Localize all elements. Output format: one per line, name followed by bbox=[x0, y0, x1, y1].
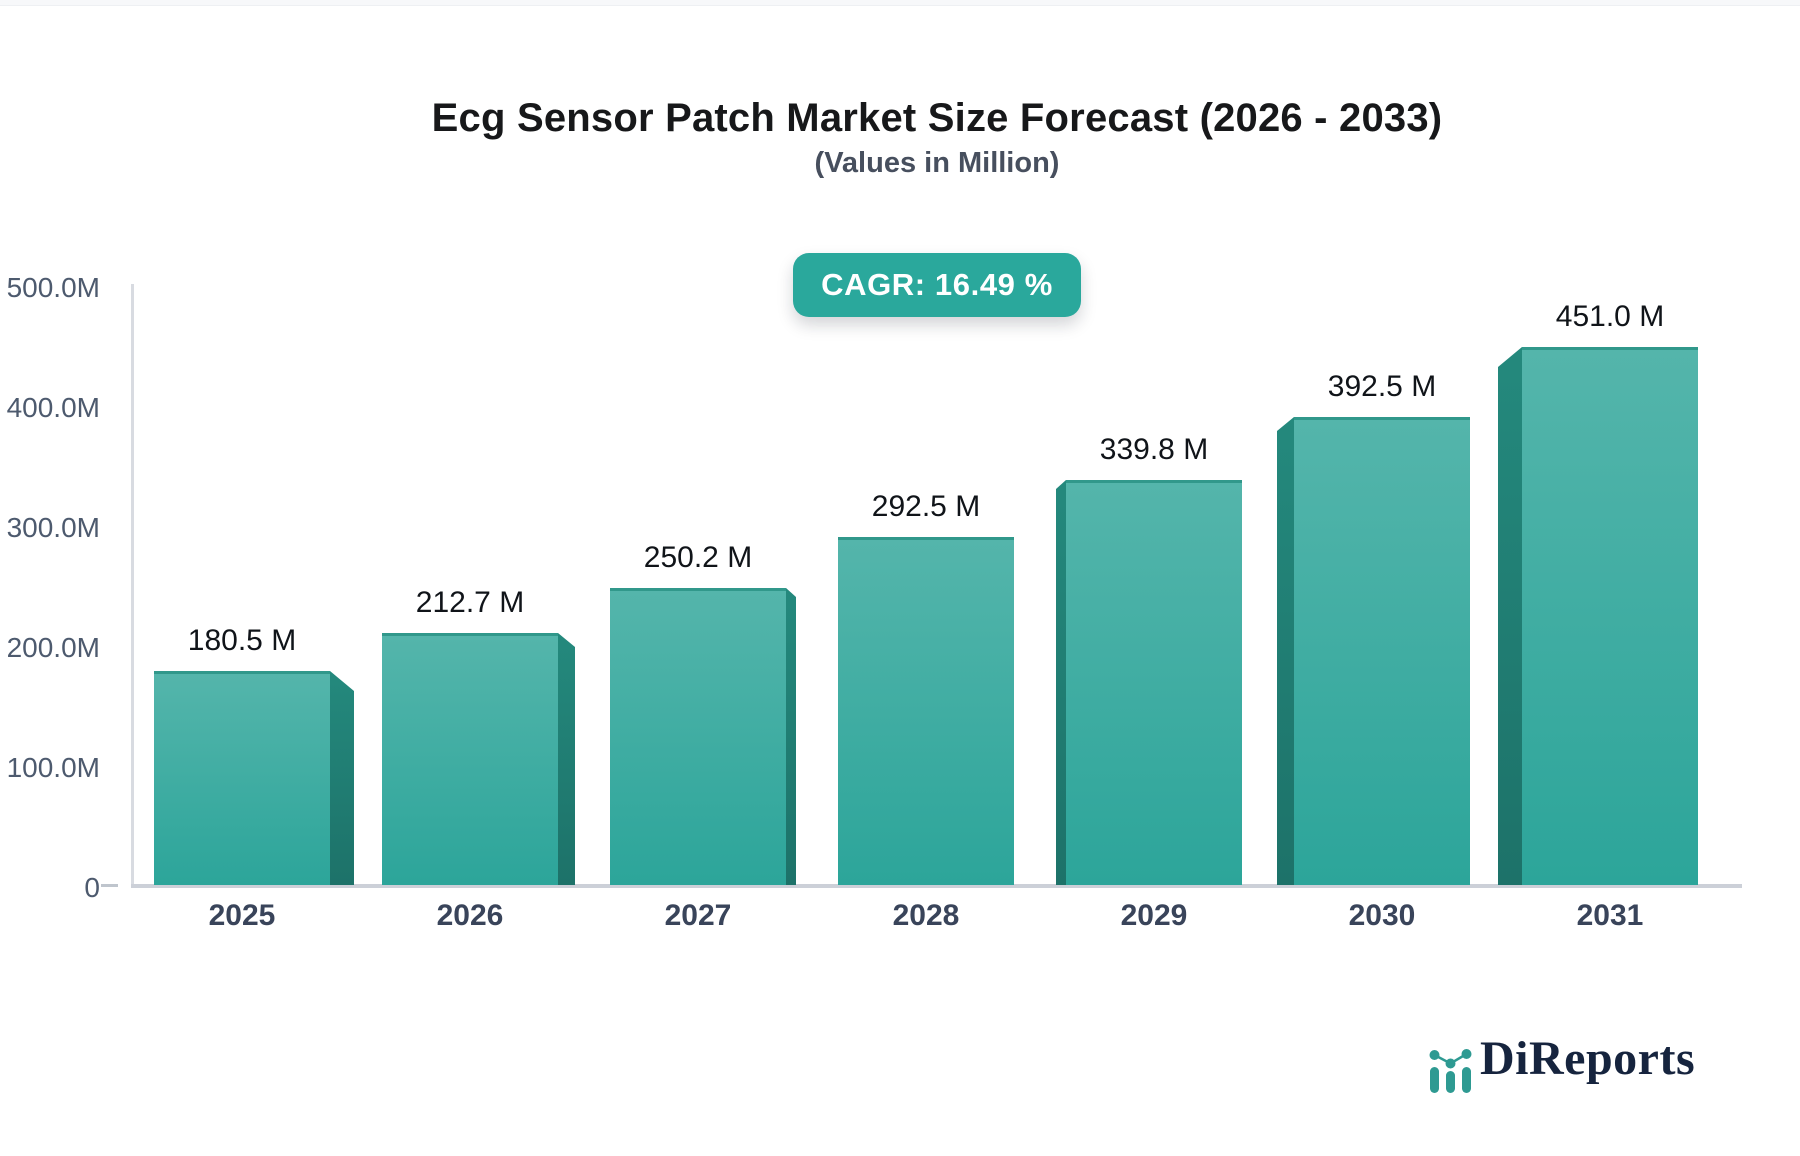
bar bbox=[1066, 480, 1242, 885]
bar-side-face bbox=[330, 671, 354, 885]
y-axis-tick-label: 200.0M bbox=[6, 632, 100, 663]
y-axis-tick-label: 100.0M bbox=[6, 752, 100, 783]
brand-logo: DiReports bbox=[1428, 1032, 1695, 1096]
bar-value-label: 180.5 M bbox=[187, 624, 297, 657]
x-axis-label: 2026 bbox=[436, 899, 504, 932]
brand-name: DiReports bbox=[1480, 1032, 1696, 1085]
x-axis-baseline bbox=[131, 884, 1742, 888]
bar-value-label: 212.7 M bbox=[415, 586, 525, 619]
bar-value-label: 292.5 M bbox=[871, 490, 981, 523]
bar bbox=[838, 537, 1014, 885]
x-axis-label: 2027 bbox=[664, 899, 732, 932]
chart-title: Ecg Sensor Patch Market Size Forecast (2… bbox=[431, 96, 1443, 140]
bar-value-label: 392.5 M bbox=[1327, 370, 1437, 403]
bar bbox=[154, 671, 330, 885]
y-axis-line bbox=[131, 284, 134, 885]
chart-subtitle: (Values in Million) bbox=[814, 147, 1060, 179]
x-axis-label: 2030 bbox=[1348, 899, 1416, 932]
bar-side-face bbox=[558, 633, 575, 885]
page-top-strip bbox=[0, 0, 1800, 6]
bar bbox=[1522, 347, 1698, 885]
bar bbox=[1294, 417, 1470, 885]
bar-side-face bbox=[1498, 347, 1522, 885]
y-axis-tick-label: 500.0M bbox=[6, 272, 100, 303]
x-axis-label: 2028 bbox=[892, 899, 960, 932]
y-axis-tick-label: 0 bbox=[84, 872, 100, 903]
x-axis-label: 2029 bbox=[1120, 899, 1188, 932]
bar-side-face bbox=[1277, 417, 1294, 885]
cagr-badge-row: CAGR: 16.49 % bbox=[74, 253, 1800, 317]
bar bbox=[610, 588, 786, 885]
y-axis-tick-label: 300.0M bbox=[6, 512, 100, 543]
bar-line-chart-icon bbox=[1429, 1049, 1472, 1093]
y-axis-tick-label: 400.0M bbox=[6, 392, 100, 423]
bar-value-label: 451.0 M bbox=[1555, 300, 1665, 333]
bar-side-face bbox=[786, 588, 796, 885]
zero-tick-mark bbox=[101, 884, 118, 887]
x-axis-label: 2025 bbox=[208, 899, 276, 932]
bar bbox=[382, 633, 558, 885]
x-axis-label: 2031 bbox=[1576, 899, 1644, 932]
cagr-badge: CAGR: 16.49 % bbox=[793, 253, 1081, 317]
bar-side-face bbox=[1056, 480, 1066, 885]
bar-value-label: 250.2 M bbox=[643, 541, 753, 574]
bar-value-label: 339.8 M bbox=[1099, 433, 1209, 466]
